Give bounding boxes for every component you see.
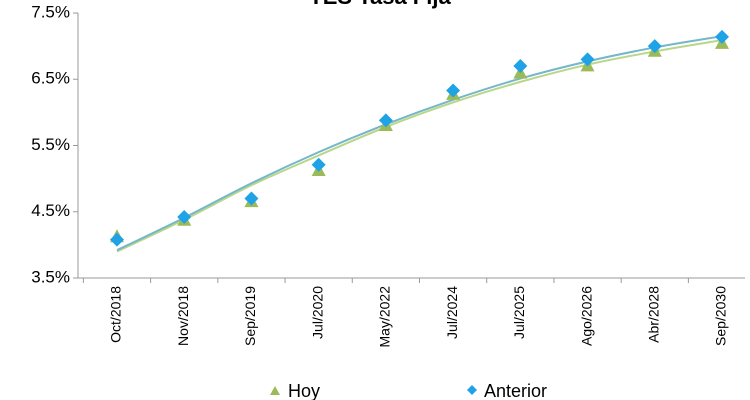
- point-anterior: [715, 29, 729, 44]
- x-tick-label: May/2022: [377, 286, 393, 348]
- x-tick-label: Abr/2028: [645, 286, 661, 343]
- trendline-hoy: [116, 39, 723, 253]
- point-anterior: [177, 210, 192, 225]
- chart-title: TES Tasa Fija: [309, 0, 451, 9]
- x-tick-label: Sep/2030: [713, 286, 729, 346]
- point-anterior: [110, 232, 124, 247]
- point-anterior: [580, 52, 595, 67]
- legend: Hoy Anterior: [270, 381, 547, 400]
- y-tick-label: 4.5%: [31, 201, 70, 220]
- legend-label-hoy: Hoy: [288, 381, 320, 400]
- x-tick-label: Ago/2026: [578, 286, 594, 346]
- point-anterior: [311, 157, 326, 172]
- y-tick-label: 7.5%: [31, 2, 70, 21]
- x-tick-label: Sep/2019: [242, 286, 258, 346]
- legend-marker-hoy: [270, 386, 280, 395]
- x-tick-label: Jul/2020: [309, 286, 325, 339]
- y-tick-label: 5.5%: [31, 135, 70, 154]
- x-tick-label: Nov/2018: [175, 286, 191, 346]
- trendline-anterior: [116, 35, 723, 252]
- data-markers: [110, 29, 729, 247]
- point-anterior: [378, 113, 393, 128]
- point-anterior: [513, 59, 528, 73]
- point-anterior: [647, 39, 662, 54]
- point-anterior: [446, 83, 461, 98]
- y-tick-label: 6.5%: [31, 69, 70, 88]
- x-tick-label: Jul/2024: [444, 286, 460, 339]
- axes: 3.5% 4.5% 5.5% 6.5% 7.5% Oct/2018 Nov/2018 Sep/…: [31, 2, 745, 347]
- y-tick-label: 3.5%: [31, 267, 70, 286]
- point-anterior: [244, 191, 259, 206]
- legend-marker-anterior: [467, 385, 477, 395]
- legend-item-anterior: Anterior: [467, 381, 547, 400]
- x-tick-label: Jul/2025: [511, 286, 527, 339]
- trendlines: [116, 35, 723, 253]
- legend-item-hoy: Hoy: [270, 381, 320, 400]
- x-tick-label: Oct/2018: [108, 286, 124, 343]
- legend-label-anterior: Anterior: [484, 381, 547, 400]
